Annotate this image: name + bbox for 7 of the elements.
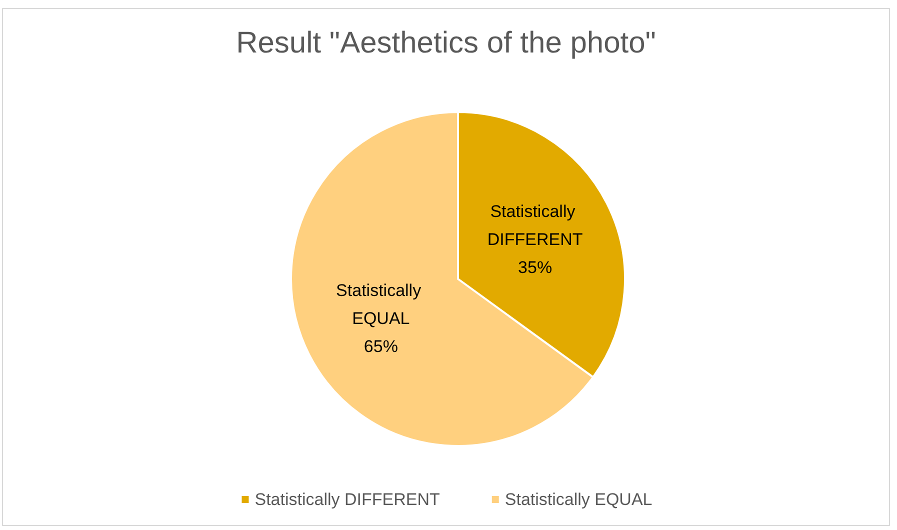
chart-title: Result "Aesthetics of the photo": [236, 26, 656, 60]
legend-label: Statistically DIFFERENT: [254, 490, 440, 509]
data-label: 65%: [364, 336, 398, 356]
data-label: 35%: [518, 258, 552, 278]
slice-label: Statistically EQUAL: [336, 280, 426, 328]
slice-label: Statistically DIFFERENT: [487, 202, 583, 250]
legend-label: Statistically EQUAL: [504, 490, 652, 509]
